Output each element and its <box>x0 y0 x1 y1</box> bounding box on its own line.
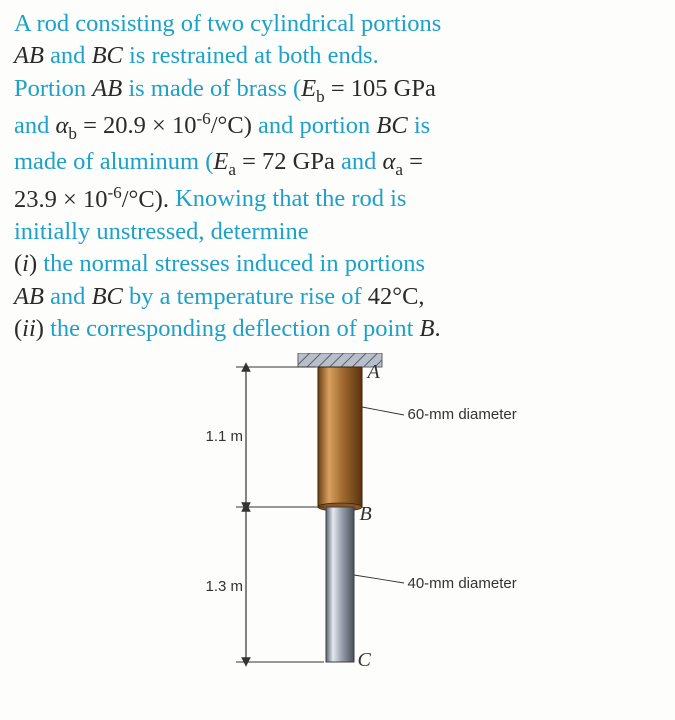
txt: ) <box>36 315 44 342</box>
txt: and <box>14 112 56 139</box>
txt: -6 <box>196 109 210 128</box>
diagram-svg <box>128 353 548 673</box>
diameter-ab: 60-mm diameter <box>408 406 517 423</box>
diameter-bc: 40-mm diameter <box>408 575 517 592</box>
txt: /°C) <box>211 112 252 139</box>
txt: and <box>335 148 383 175</box>
txt: i <box>22 250 29 277</box>
txt: the normal stresses induced in portions <box>37 250 425 277</box>
txt: /°C). <box>122 186 169 213</box>
rod-diagram: 1.1 m 1.3 m 60-mm diameter 40-mm diamete… <box>128 353 548 673</box>
txt: the corresponding deflection of point <box>44 315 420 342</box>
txt: is restrained at both ends. <box>123 42 379 69</box>
txt: BC <box>92 283 123 310</box>
txt: -6 <box>107 182 121 201</box>
txt: ii <box>22 315 36 342</box>
txt: a <box>228 160 236 179</box>
txt: ( <box>14 250 22 277</box>
txt: and <box>44 42 92 69</box>
problem-statement: A rod consisting of two cylindrical port… <box>14 8 661 345</box>
txt: is <box>408 112 430 139</box>
txt: initially unstressed, determine <box>14 218 309 245</box>
txt: . <box>435 315 441 342</box>
txt: Portion <box>14 75 92 102</box>
length-bc: 1.3 m <box>206 578 244 595</box>
txt: is made of brass ( <box>122 75 301 102</box>
txt: BC <box>92 42 123 69</box>
txt: B <box>420 315 435 342</box>
txt: by a temperature rise of <box>123 283 368 310</box>
txt: α <box>382 148 395 175</box>
txt: AB <box>92 75 122 102</box>
txt: a <box>395 160 403 179</box>
point-a-label: A <box>368 361 380 384</box>
txt: and <box>44 283 92 310</box>
txt: 23.9 × 10 <box>14 186 107 213</box>
txt: = 20.9 × 10 <box>77 112 197 139</box>
txt: = 105 GPa <box>325 75 436 102</box>
txt: AB <box>14 283 44 310</box>
txt: BC <box>376 112 407 139</box>
txt: b <box>68 124 77 143</box>
txt: A rod consisting of two cylindrical port… <box>14 10 441 37</box>
txt: Knowing that the rod is <box>169 186 407 213</box>
txt: and portion <box>252 112 377 139</box>
length-ab: 1.1 m <box>206 428 244 445</box>
txt: α <box>56 112 69 139</box>
txt: ) <box>29 250 37 277</box>
txt: E <box>301 75 316 102</box>
txt: 42°C, <box>368 283 425 310</box>
txt: b <box>316 87 325 106</box>
txt: = <box>403 148 423 175</box>
txt: = 72 GPa <box>236 148 335 175</box>
point-b-label: B <box>360 503 372 526</box>
txt: ( <box>14 315 22 342</box>
point-c-label: C <box>358 649 371 672</box>
txt: made of aluminum ( <box>14 148 213 175</box>
txt: AB <box>14 42 44 69</box>
txt: E <box>213 148 228 175</box>
